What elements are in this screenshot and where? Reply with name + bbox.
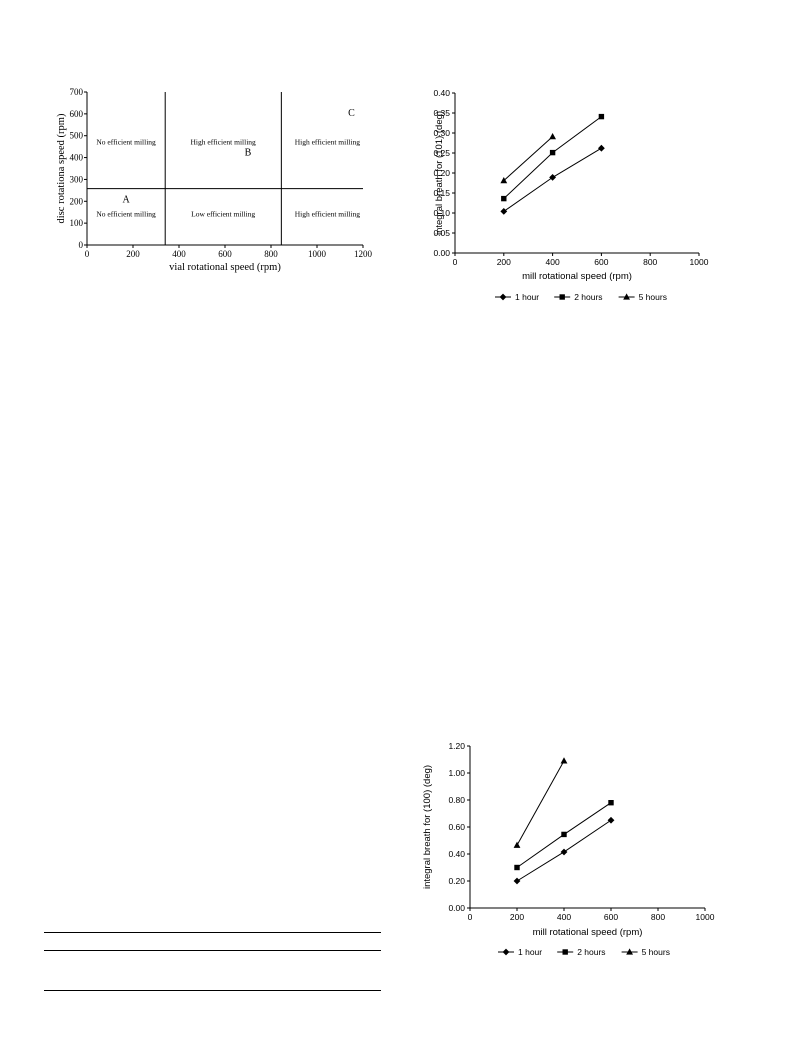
data-point-diamond [500,208,508,215]
x-tick-label: 0 [453,257,458,267]
data-point-diamond [549,174,556,181]
y-tick-label: 0.35 [433,108,450,118]
x-tick-label: 400 [172,249,186,259]
y-tick-label: 1.20 [448,741,465,751]
data-point-triangle [560,757,568,764]
y-tick-label: 0.60 [448,822,465,832]
legend-label: 2 hours [577,947,605,957]
y-tick-label: 0.05 [433,228,450,238]
x-tick-label: 200 [497,257,511,267]
legend-label: 5 hours [639,292,667,302]
region-label: No efficient milling [96,137,156,146]
y-axis-title: integral breath for (101) (deg) [434,111,445,235]
x-tick-label: 800 [264,249,278,259]
x-tick-label: 400 [546,257,560,267]
y-tick-label: 0.10 [433,208,450,218]
integral-breadth-100-chart: 0 200 400 600 800 1000 0.00 0.20 0.40 0.60 0.80 1.0… [422,741,715,957]
x-axis-title: vial rotational speed (rpm) [169,262,281,273]
data-point-triangle [500,177,508,184]
data-point-diamond [513,877,521,885]
y-tick-label: 0.80 [448,795,465,805]
x-tick-label: 1200 [354,249,373,259]
data-point-triangle [513,841,521,848]
y-tick-label: 0.30 [433,128,450,138]
legend-marker-square [562,949,568,955]
series-line-square [503,116,602,199]
y-axis-title: disc rotationa speed (rpm) [56,113,67,223]
data-point-square [608,800,614,806]
region-marker-label: B [245,147,252,158]
data-point-square [501,195,507,202]
y-tick-label: 100 [70,218,84,228]
x-tick-label: 1000 [696,912,715,922]
y-tick-label: 0.40 [448,849,465,859]
y-tick-label: 0 [79,240,84,250]
data-point-square [549,149,556,156]
integral-breadth-101-chart: 0 200 400 600 800 1000 0.00 0.05 0.10 0.15 0.20 0.2… [433,88,709,302]
y-tick-label: 700 [70,87,84,97]
y-tick-label: 0.20 [433,168,450,178]
data-point-square [598,113,605,120]
legend-label: 5 hours [642,947,670,957]
region-label: High efficient milling [295,210,361,219]
y-axis-title: integral breath for (100) (deg) [422,765,433,889]
legend-label: 1 hour [515,292,539,302]
y-tick-label: 0.15 [433,188,450,198]
legend-marker-diamond [502,948,510,956]
region-marker-label: A [122,194,130,205]
x-tick-label: 0 [468,912,473,922]
x-tick-label: 200 [126,249,140,259]
milling-regime-chart: 0 200 400 600 800 1000 1200 0 100 200 300 400 500 600… [56,87,373,273]
region-label: No efficient milling [96,210,156,219]
legend-marker-diamond [499,293,507,301]
x-tick-label: 200 [510,912,524,922]
table-bottom-rule [44,990,381,991]
series-line-triangle [503,136,553,181]
region-label: High efficient milling [191,137,257,146]
y-tick-label: 0.00 [448,903,465,913]
legend-marker-square [559,294,565,300]
y-tick-label: 400 [70,153,84,163]
x-axis-title: mill rotational speed (rpm) [533,927,643,938]
region-label: Low efficient milling [191,210,255,219]
y-tick-label: 200 [70,196,84,206]
legend-marker-triangle [623,293,630,300]
y-tick-label: 600 [70,109,84,119]
series-line-triangle [516,760,565,846]
y-tick-label: 0.20 [448,876,465,886]
table-header-rule [44,950,381,951]
legend-label: 2 hours [574,292,602,302]
region-marker-label: C [348,108,355,119]
region-label: High efficient milling [295,137,361,146]
x-tick-label: 0 [85,249,90,259]
y-tick-label: 0.00 [433,248,450,258]
y-tick-label: 500 [70,131,84,141]
data-point-diamond [560,848,568,856]
data-point-diamond [598,144,605,152]
x-tick-label: 600 [604,912,618,922]
x-tick-label: 1000 [690,257,709,267]
y-tick-label: 1.00 [448,768,465,778]
data-point-square [514,864,520,871]
table-top-rule [44,932,381,933]
data-point-triangle [549,133,556,140]
data-point-diamond [607,816,615,824]
y-tick-label: 300 [70,174,84,184]
x-tick-label: 800 [651,912,665,922]
legend-marker-triangle [626,948,633,955]
x-tick-label: 400 [557,912,571,922]
legend-label: 1 hour [518,947,542,957]
x-tick-label: 800 [643,257,657,267]
x-tick-label: 600 [218,249,232,259]
x-tick-label: 600 [594,257,608,267]
x-axis-title: mill rotational speed (rpm) [522,271,632,282]
y-tick-label: 0.25 [433,148,450,158]
y-tick-label: 0.40 [433,88,450,98]
x-tick-label: 1000 [308,249,327,259]
data-point-square [561,831,567,838]
